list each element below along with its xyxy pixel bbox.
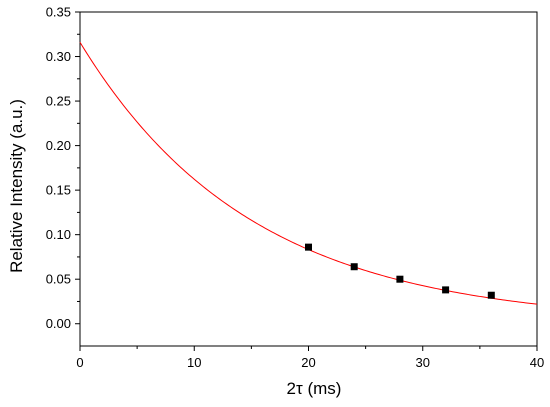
data-points-layer — [305, 243, 495, 299]
y-tick-label: 0.20 — [46, 138, 71, 153]
data-point — [487, 291, 495, 299]
x-axis: 0 10 20 30 40 — [76, 346, 544, 370]
fit-curve-layer — [79, 42, 538, 305]
x-tick-label: 40 — [530, 355, 544, 370]
x-tick-label: 0 — [76, 355, 83, 370]
y-tick-label: 0.35 — [46, 5, 71, 20]
x-tick-label: 10 — [187, 355, 201, 370]
data-point — [396, 275, 404, 283]
y-axis: 0.00 0.05 0.10 0.15 0.20 0.25 0.30 0.35 — [46, 5, 80, 331]
y-tick-label: 0.25 — [46, 94, 71, 109]
fit-curve-line — [79, 42, 538, 305]
y-tick-label: 0.10 — [46, 227, 71, 242]
y-axis-title: Relative Intensity (a.u.) — [7, 99, 26, 273]
y-tick-label: 0.15 — [46, 183, 71, 198]
y-tick-label: 0.05 — [46, 272, 71, 287]
x-tick-label: 30 — [416, 355, 430, 370]
x-axis-title: 2τ (ms) — [287, 379, 342, 398]
data-point — [442, 286, 450, 294]
plot-frame — [79, 11, 538, 347]
y-tick-label: 0.00 — [46, 316, 71, 331]
plot-border — [79, 11, 538, 347]
data-point — [350, 263, 358, 271]
x-tick-label: 20 — [301, 355, 315, 370]
data-point — [305, 243, 312, 251]
y-tick-label: 0.30 — [46, 49, 71, 64]
